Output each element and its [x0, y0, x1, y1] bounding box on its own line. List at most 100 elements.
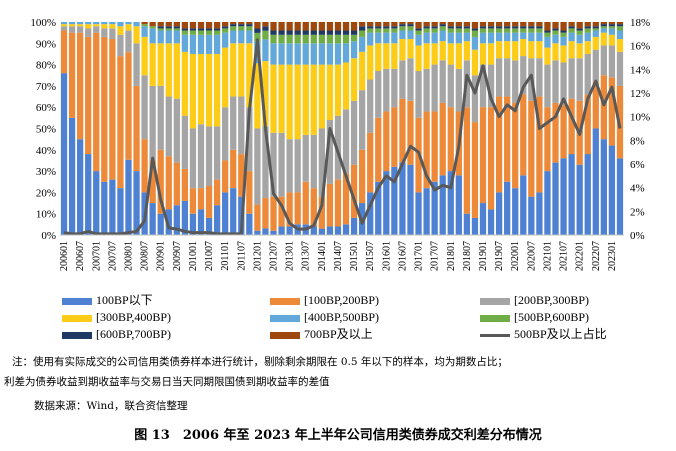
- bar-segment-7-50: [463, 22, 471, 27]
- bar-segment-0-39: [375, 181, 382, 235]
- bar-segment-3-40: [383, 43, 390, 69]
- bar-segment-4-69: [616, 30, 624, 40]
- bar-segment-2-55: [504, 58, 511, 97]
- bar-segment-6-19: [213, 28, 221, 31]
- bar-segment-5-15: [181, 30, 189, 35]
- bar-segment-6-67: [600, 24, 607, 27]
- bar-segment-2-61: [552, 60, 559, 103]
- bar-segment-5-31: [310, 34, 317, 44]
- bar-segment-6-29: [294, 30, 301, 35]
- bar-segment-6-52: [479, 26, 487, 29]
- bar-segment-6-39: [375, 26, 382, 29]
- bar-segment-3-46: [431, 43, 438, 65]
- bar-segment-3-25: [262, 61, 269, 127]
- x-tick-label: 200907: [172, 241, 183, 271]
- bar-segment-4-33: [326, 43, 334, 65]
- bar-segment-1-7: [117, 56, 124, 189]
- bar-segment-7-63: [568, 22, 575, 27]
- bar-segment-1-31: [310, 188, 317, 227]
- bar-segment-5-37: [359, 30, 366, 37]
- bar-segment-5-63: [568, 28, 575, 33]
- bar-segment-2-43: [407, 58, 414, 101]
- legend-label: [400BP,500BP): [304, 310, 380, 324]
- bar-segment-5-67: [600, 26, 607, 29]
- bar-segment-3-49: [455, 43, 462, 69]
- bar-segment-6-26: [270, 30, 277, 35]
- bar-segment-2-63: [568, 58, 575, 99]
- bar-segment-0-65: [584, 154, 591, 235]
- bar-segment-4-64: [576, 34, 583, 44]
- x-tick-label: 201407: [333, 241, 344, 271]
- bar-segment-2-53: [487, 64, 495, 108]
- bar-segment-3-68: [608, 34, 616, 46]
- bar-segment-7-46: [431, 22, 438, 27]
- bar-segment-4-7: [117, 22, 124, 27]
- legend-label: 100BP以下: [96, 293, 153, 307]
- bar-segment-1-38: [367, 132, 374, 193]
- bar-segment-7-45: [423, 22, 430, 27]
- x-tick-label: 200707: [107, 241, 118, 271]
- bar-segment-0-14: [173, 205, 180, 235]
- bar-segment-4-8: [125, 22, 132, 25]
- bar-segment-2-54: [495, 58, 503, 97]
- bar-segment-1-46: [431, 111, 438, 182]
- bar-segment-2-13: [165, 96, 172, 157]
- x-tick-label: 201907: [494, 241, 505, 271]
- bar-segment-0-55: [504, 181, 511, 235]
- y-right-tick-label: 14%: [630, 64, 650, 76]
- legend-label: [300BP,400BP): [96, 310, 172, 324]
- bar-segment-4-23: [246, 30, 253, 44]
- legend-swatch: [62, 297, 92, 305]
- y-left-tick-label: 90%: [36, 38, 56, 50]
- bar-segment-5-26: [270, 34, 277, 44]
- bar-segment-2-7: [117, 34, 124, 57]
- bar-segment-0-17: [197, 209, 205, 235]
- bar-segment-0-12: [157, 213, 164, 235]
- bar-segment-7-40: [383, 22, 390, 27]
- bar-segment-2-46: [431, 64, 438, 112]
- bar-segment-1-57: [520, 94, 527, 176]
- bar-segment-3-63: [568, 41, 575, 59]
- bar-segment-7-11: [149, 22, 156, 27]
- bar-segment-7-51: [471, 22, 479, 29]
- bar-segment-5-48: [447, 28, 454, 33]
- bar-segment-0-50: [463, 213, 471, 235]
- bar-segment-2-21: [230, 96, 237, 150]
- x-tick-label: 201801: [446, 241, 457, 271]
- bar-segment-6-13: [165, 26, 172, 29]
- bar-segment-6-32: [318, 30, 325, 35]
- legend-item: 500BP及以上占比: [480, 326, 607, 342]
- bar-segment-4-46: [431, 32, 438, 44]
- y-left-tick-label: 40%: [36, 145, 56, 157]
- bar-segment-2-67: [600, 45, 607, 76]
- x-tick-label: 201107: [236, 241, 247, 271]
- bar-segment-2-48: [447, 64, 454, 108]
- bar-segment-2-2: [77, 26, 84, 33]
- bar-segment-4-15: [181, 34, 189, 52]
- x-tick-label: 201707: [430, 241, 441, 271]
- x-tick-label: 202207: [591, 241, 602, 271]
- bar-segment-2-8: [125, 30, 132, 53]
- bar-segment-4-29: [294, 43, 301, 65]
- bar-segment-6-33: [326, 30, 334, 35]
- bar-segment-7-69: [616, 22, 624, 25]
- bar-segment-1-4: [93, 32, 100, 172]
- bar-segment-5-59: [536, 28, 543, 33]
- bar-segment-3-13: [165, 43, 172, 97]
- bar-segment-1-36: [350, 164, 358, 218]
- bar-segment-5-17: [197, 30, 205, 35]
- legend-swatch: [480, 314, 510, 322]
- bar-segment-0-3: [85, 154, 92, 235]
- bar-segment-4-28: [286, 43, 293, 65]
- bar-segment-6-56: [512, 26, 519, 29]
- bar-segment-2-57: [520, 56, 527, 95]
- bar-segment-2-60: [544, 64, 551, 108]
- bar-segment-3-30: [302, 64, 309, 135]
- bar-segment-4-36: [350, 41, 358, 59]
- bar-segment-0-20: [222, 192, 229, 235]
- bar-segment-0-58: [528, 196, 535, 235]
- bar-segment-3-67: [600, 32, 607, 46]
- bar-segment-0-27: [278, 226, 285, 235]
- bar-segment-0-1: [68, 117, 76, 235]
- bar-segment-7-35: [342, 22, 350, 31]
